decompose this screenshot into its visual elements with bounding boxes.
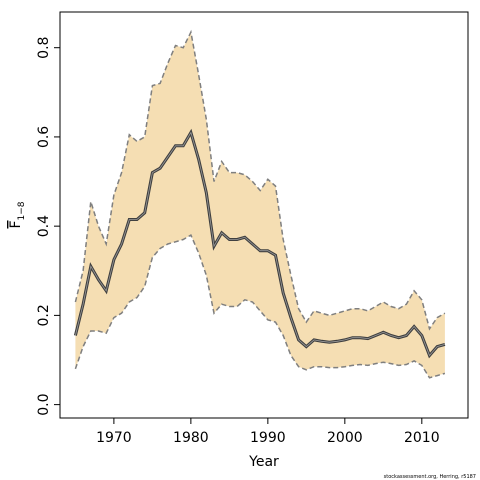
y-tick-label: 0.0 <box>36 393 52 415</box>
y-tick-label: 0.2 <box>36 304 52 326</box>
credit-text: stockassessment.org, Herring, r5187 <box>384 474 476 480</box>
svg-text:F1−8: F1−8 <box>8 201 27 228</box>
confidence-band <box>75 32 445 378</box>
estimate-line-highlight <box>75 131 446 357</box>
x-tick-label: 2010 <box>404 430 440 446</box>
y-axis-title-subscript: 1−8 <box>17 201 27 220</box>
lower-bound-line <box>74 234 446 379</box>
y-axis-title-main: F <box>8 220 24 228</box>
y-tick-label: 0.6 <box>36 126 52 148</box>
y-tick-label: 0.4 <box>36 215 52 237</box>
plot-frame <box>59 11 469 419</box>
x-tick-label: 1980 <box>173 430 209 446</box>
upper-bound-line <box>74 29 446 331</box>
x-tick-label: 2000 <box>327 430 363 446</box>
x-axis: 1970 1980 1990 2000 2010 <box>96 418 440 446</box>
y-axis-title: F1−8 <box>8 201 27 228</box>
y-tick-label: 0.8 <box>36 37 52 59</box>
y-axis: 0.0 0.2 0.4 0.6 0.8 <box>36 37 60 416</box>
plot-area <box>73 29 446 379</box>
x-tick-label: 1990 <box>250 430 286 446</box>
x-axis-title: Year <box>248 454 279 470</box>
x-tick-label: 1970 <box>96 430 132 446</box>
